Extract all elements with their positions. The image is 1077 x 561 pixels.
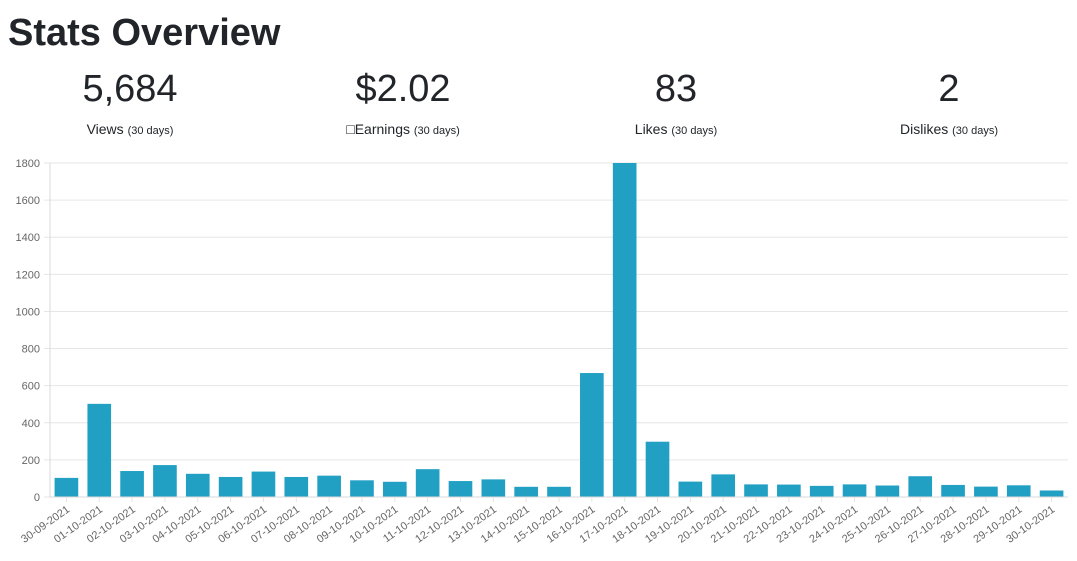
bar-27-10-2021[interactable] <box>941 484 965 497</box>
bar-21-10-2021[interactable] <box>744 484 768 497</box>
stat-views-label: Views <box>86 121 124 137</box>
bar-02-10-2021[interactable] <box>120 471 144 497</box>
bar-20-10-2021[interactable] <box>711 474 736 497</box>
stat-likes: 83 Likes (30 days) <box>546 66 806 140</box>
y-tick-label: 400 <box>22 418 40 430</box>
bar-14-10-2021[interactable] <box>514 486 538 497</box>
y-tick-label: 1200 <box>16 269 40 281</box>
y-tick-label: 800 <box>22 344 40 356</box>
y-tick-label: 0 <box>34 492 40 504</box>
bar-10-10-2021[interactable] <box>382 481 407 497</box>
bar-30-09-2021[interactable] <box>54 477 79 497</box>
stat-dislikes-value: 2 <box>938 68 960 110</box>
stat-views-value: 5,684 <box>82 68 178 110</box>
y-tick-label: 600 <box>22 381 40 393</box>
bar-16-10-2021[interactable] <box>580 373 604 497</box>
chart-canvas: 02004006008001000120014001600180030-09-2… <box>16 158 1068 546</box>
bar-25-10-2021[interactable] <box>875 485 900 497</box>
bar-30-10-2021[interactable] <box>1039 490 1064 497</box>
bar-01-10-2021[interactable] <box>87 403 112 497</box>
y-tick-label: 1000 <box>16 306 40 318</box>
bar-05-10-2021[interactable] <box>218 476 243 497</box>
bar-08-10-2021[interactable] <box>317 475 341 497</box>
stat-likes-label: Likes <box>634 121 668 137</box>
bar-12-10-2021[interactable] <box>448 481 473 497</box>
bar-04-10-2021[interactable] <box>185 473 210 497</box>
bar-07-10-2021[interactable] <box>284 476 309 497</box>
stat-dislikes-label: Dislikes <box>900 121 949 137</box>
page-title: Stats Overview <box>8 12 281 54</box>
bar-19-10-2021[interactable] <box>678 481 703 497</box>
stat-earnings: $2.02 □Earnings (30 days) <box>273 66 533 140</box>
stats-summary: 5,684 Views (30 days) $2.02 □Earnings (3… <box>0 66 1077 146</box>
bar-23-10-2021[interactable] <box>809 485 834 497</box>
bar-03-10-2021[interactable] <box>153 465 177 497</box>
stat-views: 5,684 Views (30 days) <box>0 66 260 140</box>
bar-09-10-2021[interactable] <box>350 480 374 497</box>
bar-29-10-2021[interactable] <box>1006 485 1031 497</box>
stat-earnings-label: □Earnings <box>346 121 410 137</box>
y-tick-label: 200 <box>22 455 40 467</box>
bar-18-10-2021[interactable] <box>645 441 670 497</box>
bar-17-10-2021[interactable] <box>612 163 637 497</box>
views-bar-chart: 0 200 400 600 800 1000 1200 1400 1600 1800 30-09-2… <box>0 150 1077 561</box>
bar-28-10-2021[interactable] <box>974 486 998 497</box>
bar-26-10-2021[interactable] <box>908 476 933 497</box>
bar-11-10-2021[interactable] <box>415 469 440 497</box>
stat-views-period: (30 days) <box>127 125 174 137</box>
bar-24-10-2021[interactable] <box>842 484 867 497</box>
stat-earnings-label-row: □Earnings (30 days) <box>273 120 533 140</box>
bar-06-10-2021[interactable] <box>251 471 276 497</box>
stat-likes-period: (30 days) <box>671 125 718 137</box>
stat-dislikes-period: (30 days) <box>952 125 998 137</box>
stat-views-label-row: Views (30 days) <box>0 120 260 140</box>
y-tick-label: 1400 <box>16 232 40 244</box>
bar-13-10-2021[interactable] <box>481 479 506 497</box>
stat-likes-value: 83 <box>654 68 698 110</box>
stat-dislikes: 2 Dislikes (30 days) <box>819 66 1077 140</box>
bar-15-10-2021[interactable] <box>547 486 571 497</box>
stat-likes-label-row: Likes (30 days) <box>546 120 806 140</box>
y-tick-label: 1600 <box>16 195 40 207</box>
stat-earnings-value: $2.02 <box>355 68 451 110</box>
bar-22-10-2021[interactable] <box>777 484 801 497</box>
stat-earnings-period: (30 days) <box>413 125 460 137</box>
stat-dislikes-label-row: Dislikes (30 days) <box>819 120 1077 140</box>
y-tick-label: 1800 <box>16 158 40 170</box>
